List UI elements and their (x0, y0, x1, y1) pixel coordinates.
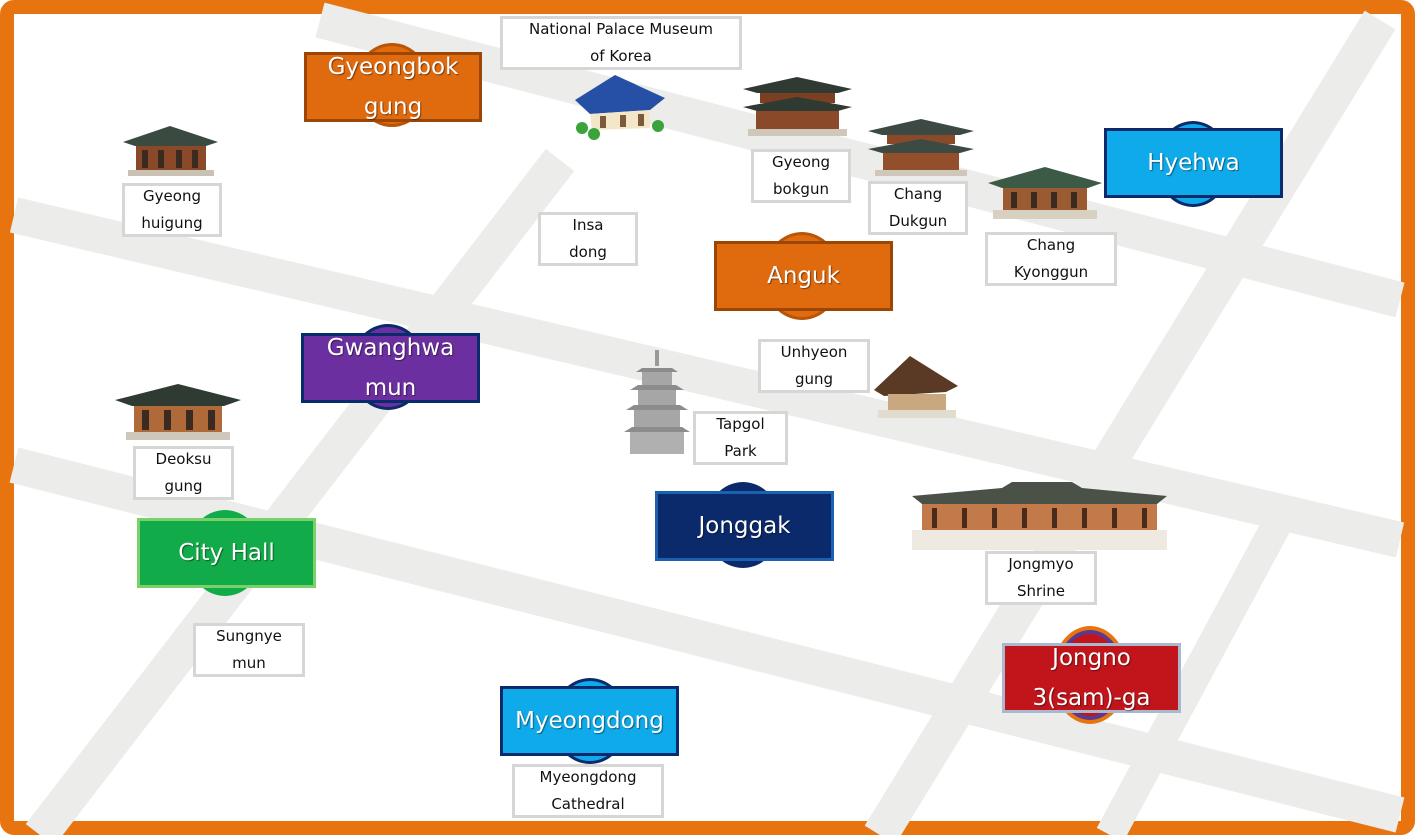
palace-icon (988, 167, 1102, 219)
place-label-gyeongbokgun: Gyeong bokgun (751, 149, 851, 203)
road (1096, 492, 1304, 835)
road (9, 197, 1405, 558)
place-label-jongmyo-shrine: Jongmyo Shrine (985, 551, 1097, 605)
shrine-icon (912, 482, 1167, 550)
palace-icon (868, 119, 974, 176)
palace-icon (743, 77, 852, 136)
museum-icon (575, 75, 665, 140)
pagoda-icon (624, 350, 690, 454)
station-myeongdong[interactable]: Myeongdong (500, 686, 679, 756)
road (864, 10, 1396, 835)
place-label-national-palace-museum: National Palace Museum of Korea (500, 16, 742, 70)
station-anguk[interactable]: Anguk (714, 241, 893, 311)
palace-icon (874, 356, 958, 418)
palace-icon (123, 126, 218, 176)
station-gyeongbokgung[interactable]: Gyeongbok gung (304, 52, 482, 122)
station-gwanghwamun[interactable]: Gwanghwa mun (301, 333, 480, 403)
place-label-changdukgun: Chang Dukgun (868, 181, 968, 235)
place-label-insadong: Insa dong (538, 212, 638, 266)
place-label-sungnyemun: Sungnye mun (193, 623, 305, 677)
place-label-deoksugung: Deoksu gung (133, 446, 234, 500)
place-label-gyeonghuigung: Gyeong huigung (122, 183, 222, 237)
station-city-hall[interactable]: City Hall (137, 518, 316, 588)
place-label-myeongdong-cathedral: Myeongdong Cathedral (512, 764, 664, 818)
palace-icon (115, 384, 241, 440)
place-label-tapgol-park: Tapgol Park (693, 411, 788, 465)
road (25, 149, 575, 835)
station-hyehwa[interactable]: Hyehwa (1104, 128, 1283, 198)
station-jongno-3-ga[interactable]: Jongno 3(sam)-ga (1002, 643, 1181, 713)
station-jonggak[interactable]: Jonggak (655, 491, 834, 561)
place-label-changkyonggun: Chang Kyonggun (985, 232, 1117, 286)
place-label-unhyeongung: Unhyeon gung (758, 339, 870, 393)
